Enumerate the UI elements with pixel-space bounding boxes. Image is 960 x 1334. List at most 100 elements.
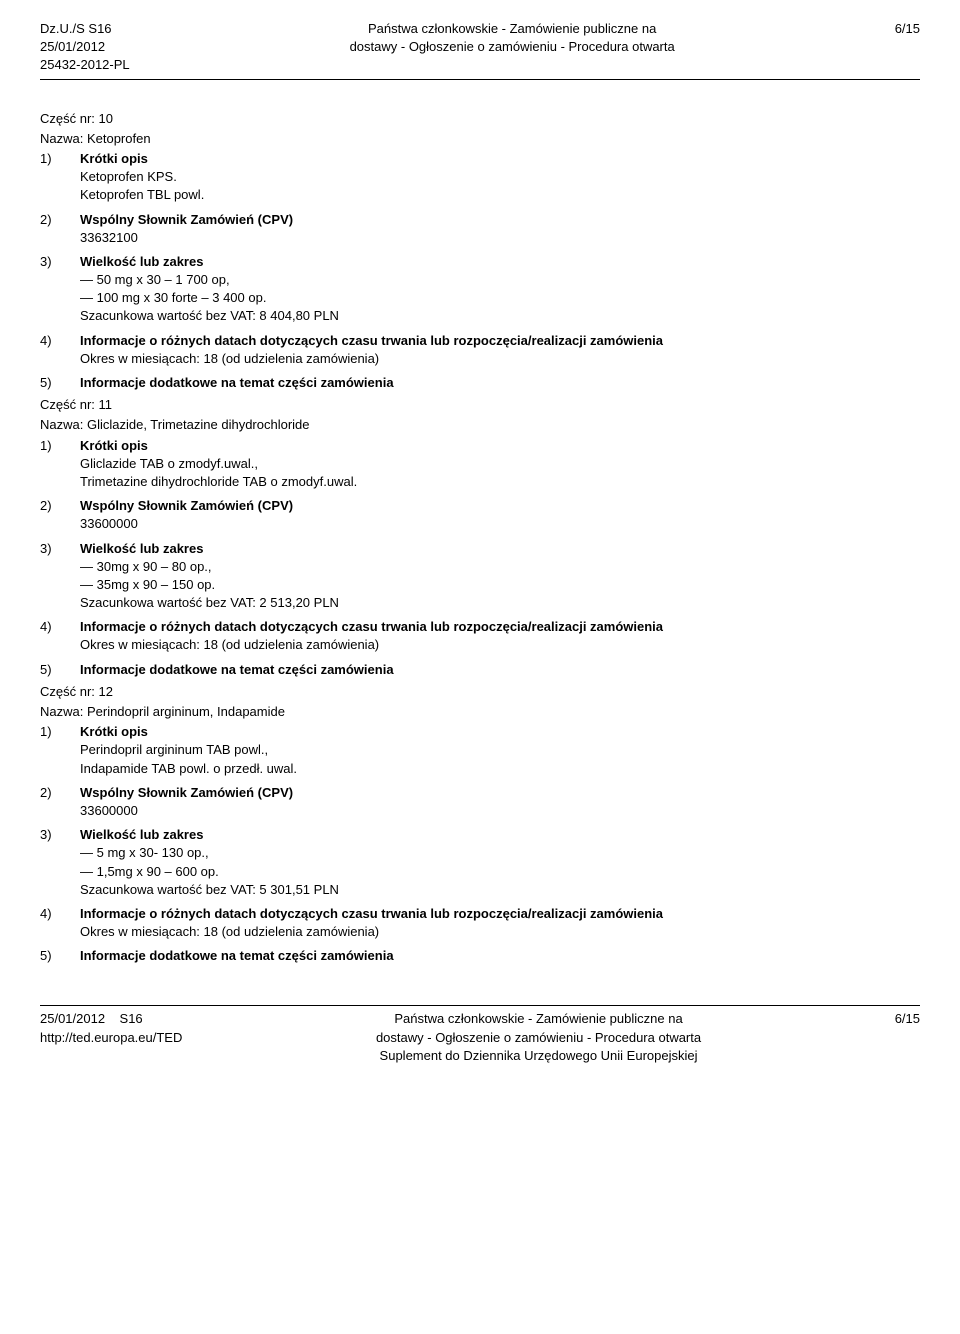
item-title: Wielkość lub zakres [80, 540, 920, 558]
item-line: Szacunkowa wartość bez VAT: 8 404,80 PLN [80, 307, 920, 325]
item-content: Wielkość lub zakres— 50 mg x 30 – 1 700 … [80, 253, 920, 326]
item-title: Wspólny Słownik Zamówień (CPV) [80, 784, 920, 802]
item-content: Krótki opisKetoprofen KPS.Ketoprofen TBL… [80, 150, 920, 205]
numbered-item: 5)Informacje dodatkowe na temat części z… [40, 661, 920, 679]
part-number: Część nr: 11 [40, 396, 920, 414]
item-line: — 50 mg x 30 – 1 700 op, [80, 271, 920, 289]
header-center: Państwa członkowskie - Zamówienie public… [130, 20, 895, 56]
numbered-item: 4)Informacje o różnych datach dotyczącyc… [40, 905, 920, 941]
header-right: 6/15 [895, 20, 920, 38]
numbered-item: 3)Wielkość lub zakres— 50 mg x 30 – 1 70… [40, 253, 920, 326]
numbered-item: 3)Wielkość lub zakres— 30mg x 90 – 80 op… [40, 540, 920, 613]
header-page: 6/15 [895, 20, 920, 38]
item-number: 3) [40, 826, 80, 899]
numbered-item: 2)Wspólny Słownik Zamówień (CPV)33632100 [40, 211, 920, 247]
item-content: Wielkość lub zakres— 30mg x 90 – 80 op.,… [80, 540, 920, 613]
item-line: Okres w miesiącach: 18 (od udzielenia za… [80, 923, 920, 941]
footer-page: 6/15 [895, 1010, 920, 1028]
part-name: Nazwa: Gliclazide, Trimetazine dihydroch… [40, 416, 920, 434]
item-number: 1) [40, 723, 80, 778]
item-line: Trimetazine dihydrochloride TAB o zmodyf… [80, 473, 920, 491]
item-number: 4) [40, 332, 80, 368]
item-number: 4) [40, 618, 80, 654]
numbered-item: 1)Krótki opisKetoprofen KPS.Ketoprofen T… [40, 150, 920, 205]
document-header: Dz.U./S S16 25/01/2012 25432-2012-PL Pań… [40, 20, 920, 80]
item-title: Wspólny Słownik Zamówień (CPV) [80, 497, 920, 515]
item-line: Szacunkowa wartość bez VAT: 5 301,51 PLN [80, 881, 920, 899]
numbered-item: 2)Wspólny Słownik Zamówień (CPV)33600000 [40, 497, 920, 533]
footer-left: 25/01/2012 S16 http://ted.europa.eu/TED [40, 1010, 182, 1046]
item-number: 5) [40, 661, 80, 679]
item-content: Krótki opisPerindopril argininum TAB pow… [80, 723, 920, 778]
item-line: Okres w miesiącach: 18 (od udzielenia za… [80, 350, 920, 368]
numbered-item: 2)Wspólny Słownik Zamówień (CPV)33600000 [40, 784, 920, 820]
header-ref2: 25432-2012-PL [40, 56, 130, 74]
item-line: 33600000 [80, 802, 920, 820]
numbered-item: 1)Krótki opisPerindopril argininum TAB p… [40, 723, 920, 778]
header-title-line1: Państwa członkowskie - Zamówienie public… [130, 20, 895, 38]
item-line: Perindopril argininum TAB powl., [80, 741, 920, 759]
item-number: 4) [40, 905, 80, 941]
item-content: Wspólny Słownik Zamówień (CPV)33600000 [80, 497, 920, 533]
numbered-item: 5)Informacje dodatkowe na temat części z… [40, 374, 920, 392]
part-name: Nazwa: Ketoprofen [40, 130, 920, 148]
item-number: 2) [40, 497, 80, 533]
header-title-line2: dostawy - Ogłoszenie o zamówieniu - Proc… [130, 38, 895, 56]
footer-left-line1: 25/01/2012 S16 [40, 1010, 182, 1028]
item-line: 33632100 [80, 229, 920, 247]
part-number: Część nr: 10 [40, 110, 920, 128]
header-date: 25/01/2012 [40, 38, 130, 56]
numbered-item: 5)Informacje dodatkowe na temat części z… [40, 947, 920, 965]
item-content: Wspólny Słownik Zamówień (CPV)33632100 [80, 211, 920, 247]
item-content: Informacje dodatkowe na temat części zam… [80, 661, 920, 679]
item-content: Informacje o różnych datach dotyczących … [80, 905, 920, 941]
item-line: Okres w miesiącach: 18 (od udzielenia za… [80, 636, 920, 654]
item-title: Informacje dodatkowe na temat części zam… [80, 374, 920, 392]
numbered-item: 4)Informacje o różnych datach dotyczącyc… [40, 332, 920, 368]
header-left: Dz.U./S S16 25/01/2012 25432-2012-PL [40, 20, 130, 75]
footer-center-line1: Państwa członkowskie - Zamówienie public… [182, 1010, 894, 1028]
item-line: — 100 mg x 30 forte – 3 400 op. [80, 289, 920, 307]
item-content: Informacje dodatkowe na temat części zam… [80, 374, 920, 392]
item-title: Krótki opis [80, 150, 920, 168]
item-title: Wielkość lub zakres [80, 253, 920, 271]
item-number: 1) [40, 437, 80, 492]
item-title: Informacje o różnych datach dotyczących … [80, 332, 920, 350]
item-line: Szacunkowa wartość bez VAT: 2 513,20 PLN [80, 594, 920, 612]
item-number: 3) [40, 540, 80, 613]
item-title: Krótki opis [80, 437, 920, 455]
footer-center-line3: Suplement do Dziennika Urzędowego Unii E… [182, 1047, 894, 1065]
item-title: Wielkość lub zakres [80, 826, 920, 844]
item-title: Krótki opis [80, 723, 920, 741]
item-content: Wspólny Słownik Zamówień (CPV)33600000 [80, 784, 920, 820]
item-content: Krótki opisGliclazide TAB o zmodyf.uwal.… [80, 437, 920, 492]
item-line: Ketoprofen KPS. [80, 168, 920, 186]
item-line: — 30mg x 90 – 80 op., [80, 558, 920, 576]
footer-center: Państwa członkowskie - Zamówienie public… [182, 1010, 894, 1065]
item-line: 33600000 [80, 515, 920, 533]
item-title: Informacje dodatkowe na temat części zam… [80, 661, 920, 679]
item-content: Wielkość lub zakres— 5 mg x 30- 130 op.,… [80, 826, 920, 899]
item-number: 2) [40, 211, 80, 247]
item-number: 2) [40, 784, 80, 820]
numbered-item: 4)Informacje o różnych datach dotyczącyc… [40, 618, 920, 654]
part-name: Nazwa: Perindopril argininum, Indapamide [40, 703, 920, 721]
document-body: Część nr: 10Nazwa: Ketoprofen1)Krótki op… [40, 110, 920, 966]
item-line: — 1,5mg x 90 – 600 op. [80, 863, 920, 881]
footer-center-line2: dostawy - Ogłoszenie o zamówieniu - Proc… [182, 1029, 894, 1047]
item-line: — 5 mg x 30- 130 op., [80, 844, 920, 862]
item-line: Ketoprofen TBL powl. [80, 186, 920, 204]
item-content: Informacje o różnych datach dotyczących … [80, 332, 920, 368]
item-number: 5) [40, 947, 80, 965]
numbered-item: 1)Krótki opisGliclazide TAB o zmodyf.uwa… [40, 437, 920, 492]
item-number: 5) [40, 374, 80, 392]
item-line: — 35mg x 90 – 150 op. [80, 576, 920, 594]
item-line: Gliclazide TAB o zmodyf.uwal., [80, 455, 920, 473]
item-content: Informacje dodatkowe na temat części zam… [80, 947, 920, 965]
item-title: Informacje dodatkowe na temat części zam… [80, 947, 920, 965]
item-content: Informacje o różnych datach dotyczących … [80, 618, 920, 654]
item-number: 3) [40, 253, 80, 326]
item-number: 1) [40, 150, 80, 205]
part-number: Część nr: 12 [40, 683, 920, 701]
item-title: Informacje o różnych datach dotyczących … [80, 905, 920, 923]
